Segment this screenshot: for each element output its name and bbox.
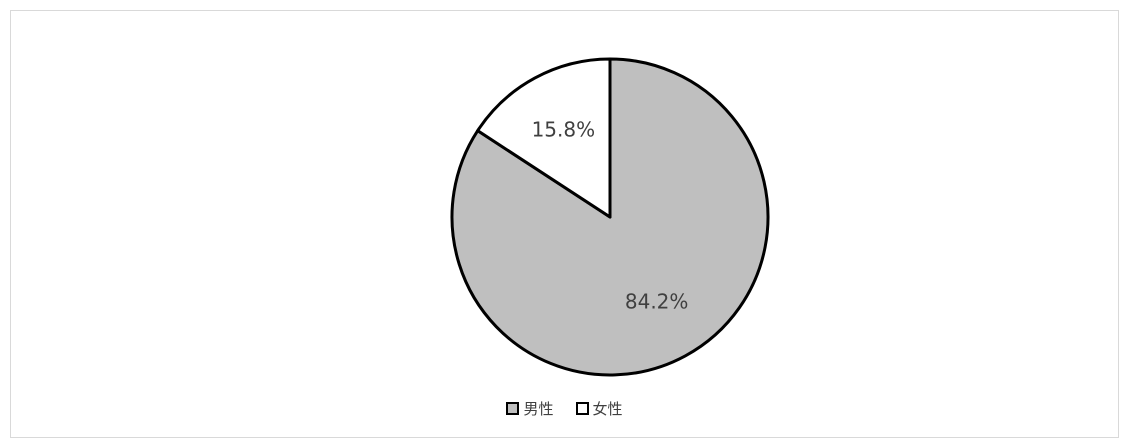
chart-area	[10, 10, 1119, 438]
legend-item-male: 男性	[506, 398, 554, 419]
legend-swatch-female	[575, 402, 589, 415]
legend-label-male: 男性	[523, 400, 554, 418]
legend: 男性 女性	[0, 398, 1129, 419]
legend-swatch-male	[506, 402, 520, 415]
legend-item-female: 女性	[575, 398, 623, 419]
legend-label-female: 女性	[592, 400, 623, 418]
